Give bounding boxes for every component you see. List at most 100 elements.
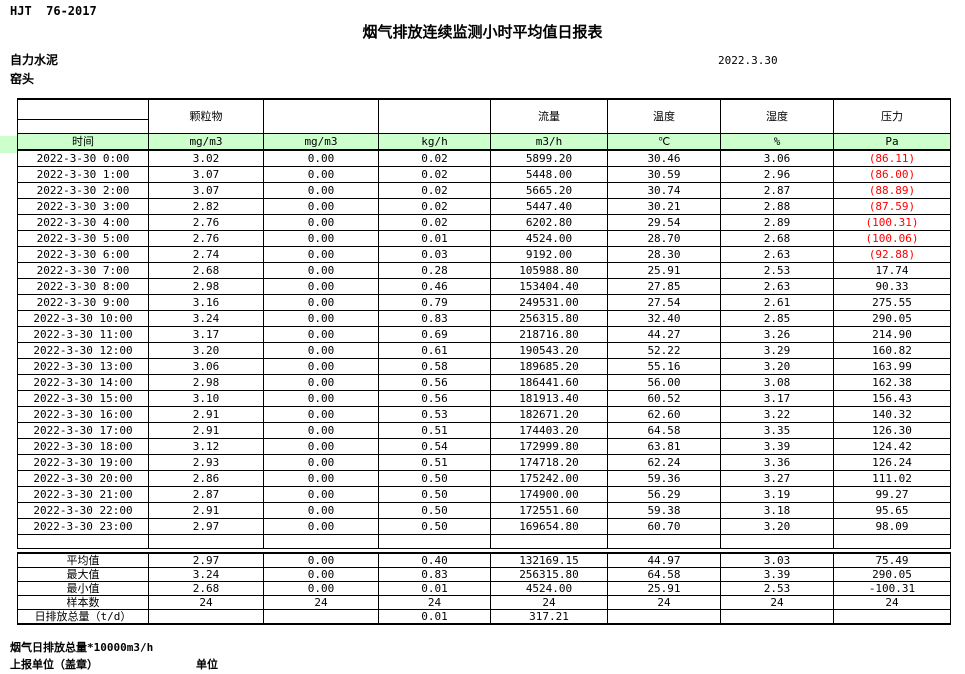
table-row: 2022-3-30 23:00 2.97 0.00 0.50 169654.80 60.7… [17,518,951,535]
doc-code: HJT 76-2017 [10,4,97,18]
summary-value: 3.24 [148,567,264,582]
value-cell: 3.19 [720,486,834,503]
header-blank-2 [378,98,491,134]
value-cell: 0.00 [263,502,379,519]
value-cell: 3.10 [148,390,264,407]
value-cell: 3.36 [720,454,834,471]
value-cell: 214.90 [833,326,951,343]
value-cell: 0.02 [378,214,491,231]
time-cell: 2022-3-30 21:00 [17,486,149,503]
value-cell: 0.00 [263,406,379,423]
value-cell: 2.88 [720,198,834,215]
unit-cell: mg/m3 [148,133,264,151]
value-cell: 62.60 [607,406,721,423]
value-cell: 3.20 [720,358,834,375]
time-cell: 2022-3-30 16:00 [17,406,149,423]
value-cell: 163.99 [833,358,951,375]
value-cell: 2.89 [720,214,834,231]
report-table: 颗粒物 流量 温度 湿度 压力 时间 mg/m3 mg/m3 kg/h m3/h… [17,98,951,625]
table-row: 2022-3-30 12:00 3.20 0.00 0.61 190543.20 52.2… [17,342,951,359]
summary-value: 24 [490,595,608,610]
summary-body: 平均值 2.97 0.00 0.40 132169.15 44.97 3.03 75.49 最大… [17,552,951,625]
header-time: 时间 [17,133,149,151]
value-cell: 64.58 [607,422,721,439]
value-cell: 2.68 [720,230,834,247]
summary-value: 24 [833,595,951,610]
value-cell: 2.76 [148,214,264,231]
table-row: 2022-3-30 15:00 3.10 0.00 0.56 181913.40 60.5… [17,390,951,407]
value-cell: (87.59) [833,198,951,215]
summary-label: 最小值 [17,581,149,596]
value-cell: 0.00 [263,198,379,215]
value-cell: 169654.80 [490,518,608,535]
value-cell: 111.02 [833,470,951,487]
summary-row: 最小值 2.68 0.00 0.01 4524.00 25.91 2.53 -100.31 [17,581,951,596]
value-cell: 2.61 [720,294,834,311]
time-cell: 2022-3-30 13:00 [17,358,149,375]
value-cell: 0.00 [263,230,379,247]
unit-cell: Pa [833,133,951,151]
value-cell: 126.30 [833,422,951,439]
value-cell: 124.42 [833,438,951,455]
value-cell: 3.06 [720,149,834,167]
value-cell: 28.30 [607,246,721,263]
header-blank-1 [263,98,379,134]
time-cell: 2022-3-30 15:00 [17,390,149,407]
time-cell: 2022-3-30 3:00 [17,198,149,215]
time-cell: 2022-3-30 19:00 [17,454,149,471]
value-cell: 0.00 [263,310,379,327]
summary-table: 平均值 2.97 0.00 0.40 132169.15 44.97 3.03 75.49 最大… [17,552,951,625]
value-cell: 218716.80 [490,326,608,343]
value-cell: 3.16 [148,294,264,311]
summary-value: 24 [720,595,834,610]
value-cell: 126.24 [833,454,951,471]
table-row: 2022-3-30 17:00 2.91 0.00 0.51 174403.20 64.5… [17,422,951,439]
value-cell: 32.40 [607,310,721,327]
value-cell: 0.00 [263,182,379,199]
unit-cell: ℃ [607,133,721,151]
value-cell: 275.55 [833,294,951,311]
value-cell: 0.02 [378,182,491,199]
value-cell: 156.43 [833,390,951,407]
value-cell: 2.76 [148,230,264,247]
value-cell: 162.38 [833,374,951,391]
summary-value: 24 [378,595,491,610]
value-cell: 5447.40 [490,198,608,215]
unit-row: 时间 mg/m3 mg/m3 kg/h m3/h ℃ % Pa [17,133,951,151]
value-cell: 5665.20 [490,182,608,199]
summary-value: 132169.15 [490,552,608,568]
value-cell: 190543.20 [490,342,608,359]
value-cell: 0.46 [378,278,491,295]
table-row: 2022-3-30 3:00 2.82 0.00 0.02 5447.40 30.21 2.… [17,198,951,215]
summary-value: 3.03 [720,552,834,568]
time-cell: 2022-3-30 9:00 [17,294,149,311]
value-cell: 153404.40 [490,278,608,295]
summary-value: 290.05 [833,567,951,582]
summary-value: 317.21 [490,609,608,625]
table-row: 2022-3-30 5:00 2.76 0.00 0.01 4524.00 28.70 2.… [17,230,951,247]
value-cell: (86.11) [833,149,951,167]
value-cell: 28.70 [607,230,721,247]
time-cell: 2022-3-30 10:00 [17,310,149,327]
value-cell: 3.07 [148,166,264,183]
value-cell: 60.70 [607,518,721,535]
table-row: 2022-3-30 21:00 2.87 0.00 0.50 174900.00 56.2… [17,486,951,503]
table-row: 2022-3-30 14:00 2.98 0.00 0.56 186441.60 56.0… [17,374,951,391]
summary-value: 0.00 [263,567,379,582]
time-cell: 2022-3-30 6:00 [17,246,149,263]
value-cell: 2.91 [148,406,264,423]
value-cell: 0.00 [263,342,379,359]
unit-cell: m3/h [490,133,608,151]
value-cell: 175242.00 [490,470,608,487]
value-cell: 0.00 [263,358,379,375]
summary-value: 24 [263,595,379,610]
table-row: 2022-3-30 9:00 3.16 0.00 0.79 249531.00 27.54… [17,294,951,311]
value-cell: 30.21 [607,198,721,215]
value-cell: 3.24 [148,310,264,327]
value-cell: 182671.20 [490,406,608,423]
header-temperature: 温度 [607,98,721,134]
value-cell: 0.00 [263,166,379,183]
empty-cell [607,534,721,549]
value-cell: 3.12 [148,438,264,455]
header-particulate: 颗粒物 [148,98,264,134]
